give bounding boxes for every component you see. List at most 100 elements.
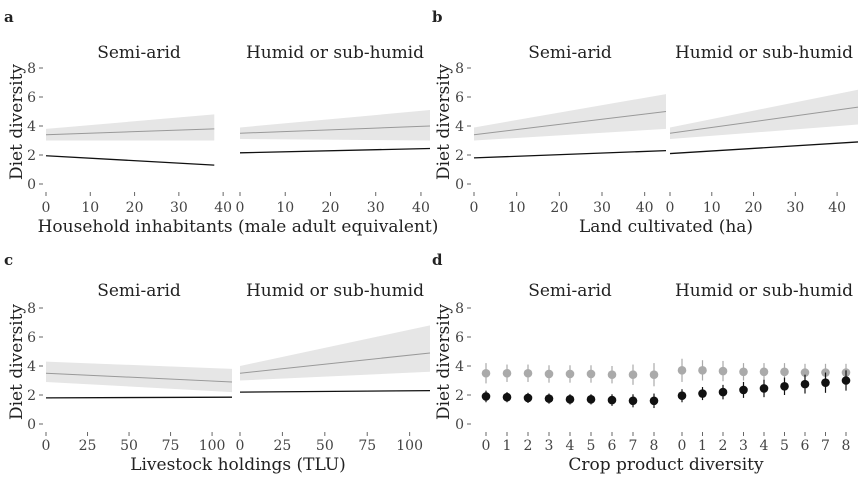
x-tick-label: 0: [236, 200, 245, 216]
facet-humid: Humid or sub-humid 0 10 20 30 40: [236, 43, 431, 216]
x-tick-label: 7: [821, 438, 830, 454]
point-upper: [759, 367, 769, 377]
panel-letter: d: [432, 251, 443, 269]
confidence-band: [240, 325, 430, 381]
point-lower: [523, 393, 533, 403]
x-axis-label: Household inhabitants (male adult equiva…: [38, 217, 439, 237]
x-tick-label: 6: [608, 438, 617, 454]
y-tick-label: 8: [27, 61, 36, 77]
y-tick-label: 8: [455, 61, 464, 77]
point-lower: [821, 378, 830, 387]
y-tick-label: 6: [455, 330, 464, 346]
x-tick-label: 1: [698, 438, 707, 454]
y-tick-label: 0: [27, 177, 36, 193]
x-tick-label: 40: [412, 200, 430, 216]
y-axis-label: Diet diversity: [434, 304, 454, 420]
point-lower: [841, 376, 851, 385]
series-line-lower: [239, 147, 431, 154]
point-lower: [502, 392, 512, 402]
facet-humid: Humid or sub-humid 0 10 20 30 40: [666, 43, 859, 216]
point-upper: [649, 370, 659, 380]
point-lower: [586, 395, 596, 404]
y-tick-label: 2: [27, 388, 36, 404]
y-tick-label: 6: [455, 90, 464, 106]
series-line-upper: [239, 125, 431, 134]
x-tick-label: 20: [126, 200, 144, 216]
y-tick-label: 0: [27, 417, 36, 433]
facet-semi-arid: Semi-arid 0 25 50 75 100: [42, 281, 233, 454]
point-lower: [544, 394, 554, 403]
y-tick-label: 4: [27, 119, 36, 135]
point-upper: [523, 368, 533, 378]
facet-semi-arid: Semi-arid 0 1 2 3 4 5 6 7 8: [482, 281, 659, 454]
x-tick-label: 100: [396, 438, 423, 454]
series-line-upper: [239, 352, 431, 374]
y-axis-label: Diet diversity: [7, 304, 27, 420]
x-tick-label: 8: [842, 438, 851, 454]
x-tick-label: 30: [593, 200, 611, 216]
point-lower: [607, 395, 617, 405]
x-tick-label: 0: [482, 438, 491, 454]
x-tick-label: 40: [214, 200, 232, 216]
x-axis-label: Livestock holdings (TLU): [130, 455, 346, 475]
point-lower: [565, 395, 575, 404]
series-line-upper: [473, 111, 667, 136]
x-tick-label: 3: [739, 438, 748, 454]
y-tick-label: 4: [27, 359, 36, 375]
point-lower: [649, 396, 659, 406]
x-tick-label: 5: [587, 438, 596, 454]
x-axis-label: Land cultivated (ha): [579, 217, 753, 237]
confidence-band: [240, 110, 430, 141]
facet-strip-label: Semi-arid: [97, 43, 181, 63]
x-tick-label: 0: [666, 200, 675, 216]
x-tick-label: 0: [42, 438, 51, 454]
x-tick-label: 100: [199, 438, 226, 454]
y-tick-label: 8: [455, 301, 464, 317]
y-tick-label: 0: [455, 177, 464, 193]
y-tick-label: 2: [27, 148, 36, 164]
series-line-lower: [669, 141, 859, 155]
series-line-lower: [239, 390, 431, 393]
facet-strip-label: Humid or sub-humid: [675, 281, 853, 301]
point-lower: [739, 385, 748, 395]
x-tick-label: 40: [636, 200, 654, 216]
point-upper: [481, 368, 491, 378]
x-tick-label: 20: [550, 200, 568, 216]
facet-strip-label: Semi-arid: [97, 281, 181, 301]
confidence-band: [670, 89, 858, 140]
point-upper: [718, 366, 728, 376]
x-tick-label: 50: [120, 438, 138, 454]
facet-semi-arid: Semi-arid 0 10 20 30 40: [42, 43, 233, 216]
x-tick-label: 30: [786, 200, 804, 216]
x-tick-label: 1: [503, 438, 512, 454]
x-tick-label: 7: [629, 438, 638, 454]
series-line-upper: [45, 128, 215, 136]
point-upper: [607, 370, 617, 380]
point-upper: [780, 367, 789, 377]
series-line-upper: [669, 106, 859, 134]
point-upper: [565, 369, 575, 379]
x-tick-label: 30: [170, 200, 188, 216]
x-tick-label: 10: [703, 200, 721, 216]
confidence-band: [474, 94, 666, 141]
x-tick-label: 4: [760, 438, 769, 454]
point-upper: [586, 369, 596, 379]
x-tick-label: 10: [276, 200, 294, 216]
panel-letter: b: [432, 8, 443, 26]
point-lower: [481, 392, 491, 401]
x-tick-label: 20: [322, 200, 340, 216]
point-lower: [800, 379, 810, 389]
y-axis-label: Diet diversity: [434, 64, 454, 180]
series-line-lower: [45, 155, 215, 166]
facet-strip-label: Semi-arid: [528, 43, 612, 63]
y-tick-label: 8: [27, 301, 36, 317]
series-line-lower: [45, 396, 233, 399]
x-tick-label: 40: [828, 200, 846, 216]
x-tick-label: 0: [470, 200, 479, 216]
x-tick-label: 50: [316, 438, 334, 454]
panel-letter: a: [4, 8, 14, 26]
confidence-band: [46, 361, 232, 393]
